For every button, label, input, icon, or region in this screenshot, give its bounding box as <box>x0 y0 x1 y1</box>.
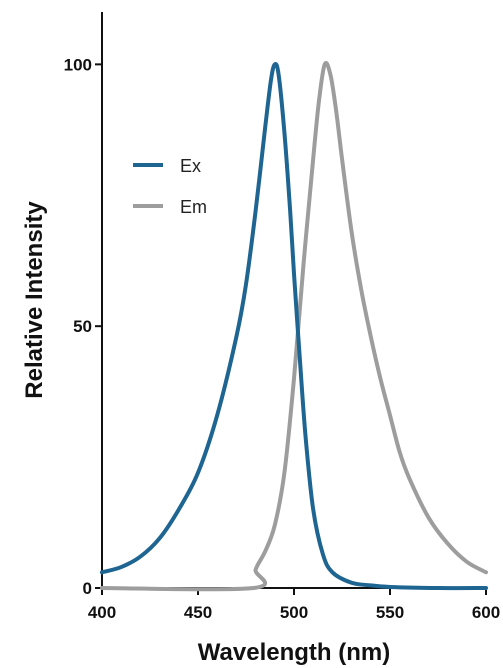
series-line-em <box>100 61 488 592</box>
legend-label-ex: Ex <box>180 156 201 176</box>
y-tick-label: 100 <box>64 55 92 74</box>
series-line-ex <box>100 62 488 591</box>
legend-label-em: Em <box>180 197 207 217</box>
x-tick-label: 600 <box>472 603 500 622</box>
series-layer <box>100 61 488 592</box>
x-axis-title: Wavelength (nm) <box>198 639 390 666</box>
x-tick-label: 400 <box>88 603 116 622</box>
ticks: 400 450 500 550 600 0 50 100 <box>64 55 501 622</box>
y-tick-label: 0 <box>83 579 92 598</box>
x-tick-label: 450 <box>184 603 212 622</box>
x-tick-label: 500 <box>280 603 308 622</box>
y-axis-title: Relative Intensity <box>21 201 48 399</box>
x-tick-label: 550 <box>376 603 404 622</box>
y-tick-label: 50 <box>73 317 92 336</box>
legend: Ex Em <box>133 156 207 217</box>
